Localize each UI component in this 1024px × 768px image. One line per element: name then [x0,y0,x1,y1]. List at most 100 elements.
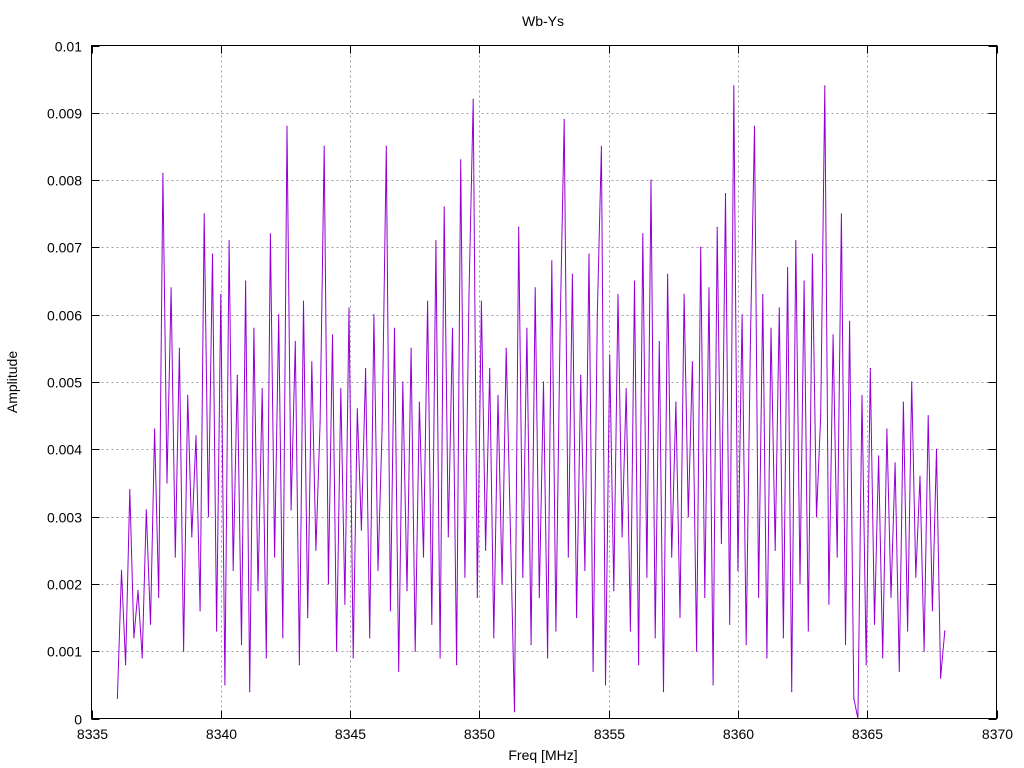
data-point [811,253,814,255]
data-point [600,145,603,147]
data-point [183,650,185,652]
data-point [807,630,809,632]
data-point [815,516,818,518]
data-point [356,408,358,410]
data-point [158,596,160,599]
series [116,85,946,720]
x-tick-label: 8355 [594,726,625,742]
data-point [720,542,723,545]
data-point [762,293,764,296]
data-point [402,381,404,383]
data-point [451,327,454,329]
data-point [224,684,226,686]
y-tick-label: 0.001 [47,644,82,660]
data-point [679,616,681,619]
data-point [737,569,739,572]
data-point [944,630,946,632]
data-point [133,637,135,639]
data-point [232,569,234,572]
data-point [476,596,478,599]
data-point [633,280,636,282]
data-point [178,347,180,349]
data-point [162,172,164,174]
data-point [336,650,338,652]
data-point [749,347,751,349]
data-point [687,516,689,518]
data-point [741,314,743,316]
data-point [373,314,375,316]
data-point [120,569,123,572]
data-point [485,549,487,551]
y-tick-label: 0.008 [47,173,82,189]
data-point [729,623,731,625]
data-point [617,293,619,296]
data-point [753,125,756,127]
data-point [290,509,292,511]
data-point [365,367,367,370]
y-axis-label: Amplitude [4,351,20,413]
data-point [683,293,685,296]
data-point [431,623,433,625]
y-tick-label: 0.01 [55,39,82,55]
data-point [493,637,495,639]
data-point [464,576,466,578]
data-point [315,549,317,551]
data-point [307,616,309,619]
data-point [203,213,205,215]
data-point [125,664,127,666]
data-point [389,610,391,612]
data-point [898,670,900,673]
data-point [249,691,251,693]
data-point [907,630,909,632]
data-point [282,637,284,639]
data-point [319,421,321,423]
data-point [385,145,387,147]
data-point [245,280,247,282]
data-point [650,179,652,181]
data-point [211,253,214,255]
data-point [501,583,503,585]
data-point [398,670,400,673]
data-point [294,341,296,343]
data-point [596,314,598,316]
x-axis-label: Freq [MHz] [508,747,577,763]
data-point [447,536,449,538]
data-point [538,596,540,599]
data-point [613,590,615,592]
data-point [724,193,727,195]
x-tick-label: 8360 [723,726,754,742]
data-point [758,596,760,599]
data-point [778,307,780,309]
data-point [199,610,201,612]
data-point [799,583,801,585]
data-point [141,657,143,659]
data-point [696,650,698,652]
data-point [369,637,371,639]
data-point [563,118,565,121]
data-point [890,596,892,599]
data-point [551,260,553,262]
data-point [745,643,747,646]
data-point [145,509,147,511]
data-point [265,657,267,659]
data-point [580,374,582,376]
x-tick-label: 8335 [77,726,108,742]
data-point [331,334,334,336]
data-point [286,125,288,127]
data-point [414,650,416,652]
data-point [298,664,300,666]
data-point [654,637,656,639]
data-point [352,657,354,659]
y-tick-label: 0.005 [47,375,82,391]
data-point [886,428,888,430]
data-point [592,670,594,673]
y-tick-label: 0.004 [47,442,82,458]
data-point [708,287,710,289]
data-point [787,267,789,269]
data-point [662,691,665,693]
data-point [567,556,569,558]
data-point [443,206,445,208]
data-point [625,388,627,390]
data-point [228,240,230,242]
